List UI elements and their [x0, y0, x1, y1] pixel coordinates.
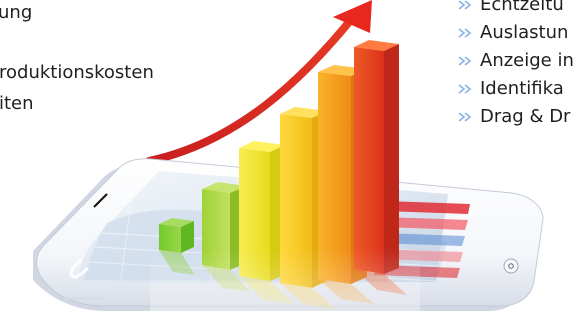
rising-arrow-icon — [145, 0, 372, 167]
feature-text-3: iten — [0, 93, 34, 114]
feature-list: Echtzeitü Auslastun Anzeige in Identifik… — [452, 0, 574, 131]
double-arrow-icon — [452, 19, 480, 47]
bar-column-3 — [239, 141, 285, 281]
feature-list-item: Drag & Dr — [452, 103, 574, 131]
feature-list-item: Echtzeitü — [452, 0, 574, 19]
bar-chart-columns — [159, 40, 399, 288]
feature-list-item-label: Echtzeitü — [480, 0, 564, 15]
speaker-slot-icon — [93, 193, 108, 208]
double-arrow-icon — [452, 0, 480, 19]
double-arrow-icon — [452, 75, 480, 103]
feature-list-item-label: Identifika — [480, 78, 564, 99]
feature-text-2: roduktionskosten — [0, 62, 154, 83]
feature-list-item: Anzeige in — [452, 47, 574, 75]
double-arrow-icon — [452, 103, 480, 131]
feature-list-item-label: Drag & Dr — [480, 106, 571, 127]
bar-column-2 — [202, 182, 246, 270]
bar-column-6 — [354, 40, 399, 274]
smartphone — [33, 158, 544, 311]
bar-column-1 — [159, 218, 194, 253]
feature-list-item-label: Anzeige in — [480, 50, 574, 71]
bar-reflections — [150, 248, 420, 316]
home-button-icon — [503, 258, 519, 274]
feature-list-item: Auslastun — [452, 19, 574, 47]
feature-text-1: ung — [0, 2, 33, 23]
bar-column-4 — [280, 107, 327, 288]
feature-list-item-label: Auslastun — [480, 22, 569, 43]
bar-column-5 — [318, 65, 367, 284]
double-arrow-icon — [452, 47, 480, 75]
feature-list-item: Identifika — [452, 75, 574, 103]
